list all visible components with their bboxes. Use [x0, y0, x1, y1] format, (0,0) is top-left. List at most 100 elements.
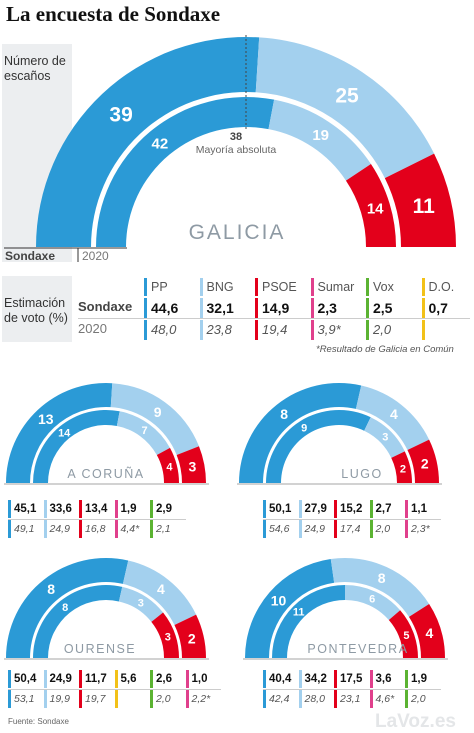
arc-pontevedra-sondaxe-bng	[330, 558, 430, 617]
arc-pontevedra-2020-bng	[345, 585, 401, 621]
vote-sondaxe-a-coruna-4: 2,9	[150, 500, 184, 518]
table-separator-ourense	[8, 689, 221, 690]
vote-2020-lugo-3: 2,0	[369, 520, 404, 538]
majority-text: Mayoría absoluta	[196, 144, 277, 156]
seat-label-galicia-sondaxe-bng: 25	[335, 85, 359, 108]
arc-galicia-sondaxe-bng	[255, 37, 435, 179]
seat-label-lugo-sondaxe-pp: 8	[280, 406, 288, 422]
vote-2020-ourense-5: 2,2*	[185, 690, 220, 708]
vote-sondaxe-lugo-3: 2,7	[369, 500, 404, 518]
majority-value: 38	[230, 131, 242, 143]
footnote: *Resultado de Galicia en Común	[316, 344, 454, 355]
vote-2020-bng: 23,8	[199, 320, 252, 340]
table-separator-lugo	[263, 519, 441, 520]
arc-ourense-sondaxe-bng	[122, 560, 197, 626]
table-label-sondaxe: Sondaxe	[78, 299, 133, 314]
legend-2020: 2020	[82, 249, 109, 263]
legend-sondaxe: Sondaxe	[5, 249, 55, 263]
vote-label: Estimación de voto (%)	[4, 296, 68, 325]
vote-2020-pontevedra-4: 2,0	[405, 690, 439, 708]
arc-ourense-sondaxe-psoe	[174, 614, 206, 658]
seat-label-pontevedra-2020-bng: 6	[369, 593, 375, 605]
seat-label-ourense-2020-bng: 3	[138, 598, 144, 610]
arc-pontevedra-2020-psoe	[388, 610, 418, 658]
vote-2020-pp: 48,0	[144, 320, 196, 340]
arc-ourense-2020-pp	[33, 585, 123, 658]
vote-2020-ourense-3	[114, 690, 149, 708]
party-name-bng: BNG	[199, 278, 252, 296]
vote-2020-ourense-1: 19,9	[43, 690, 78, 708]
vote-sondaxe-pontevedra-0: 40,4	[263, 670, 297, 688]
vote-2020-pontevedra-3: 4,6*	[369, 690, 404, 708]
seat-label-pontevedra-sondaxe-pp: 10	[271, 592, 287, 608]
seat-label-lugo-sondaxe-psoe: 2	[421, 456, 429, 472]
vote-sondaxe-lugo-4: 1,1	[405, 500, 439, 518]
arc-a-coruna-sondaxe-pp	[6, 383, 113, 483]
arc-galicia-2020-pp	[96, 97, 275, 247]
vote-2020-lugo-4: 2,3*	[405, 520, 439, 538]
arc-lugo-sondaxe-pp	[239, 383, 362, 483]
vote-sondaxe-vox: 2,5	[366, 298, 418, 318]
seat-label-galicia-2020-pp: 42	[152, 135, 169, 152]
arc-a-coruna-2020-pp	[33, 409, 120, 483]
region-name-lugo: LUGO	[341, 467, 382, 481]
vote-2020-a-coruna-0: 49,1	[8, 520, 42, 538]
seat-label-pontevedra-2020-psoe: 5	[403, 630, 409, 642]
seat-label-a-coruna-2020-pp: 14	[58, 428, 71, 440]
region-name-galicia: GALICIA	[189, 221, 286, 244]
vote-sondaxe-ourense-0: 50,4	[8, 670, 42, 688]
vote-2020-pontevedra-2: 23,1	[334, 690, 368, 708]
vote-2020-lugo-0: 54,6	[263, 520, 297, 538]
seats-label: Número de escaños	[4, 54, 66, 83]
arc-lugo-2020-psoe	[391, 451, 412, 483]
seat-label-a-coruna-2020-bng: 7	[141, 425, 147, 437]
vote-sondaxe-ourense-5: 1,0	[185, 670, 220, 688]
seat-label-pontevedra-2020-pp: 11	[293, 607, 305, 619]
seat-label-ourense-sondaxe-pp: 8	[47, 581, 55, 597]
seat-label-galicia-sondaxe-psoe: 11	[413, 195, 436, 218]
source-label: Fuente: Sondaxe	[8, 717, 69, 726]
page-title: La encuesta de Sondaxe	[6, 2, 221, 26]
seat-label-pontevedra-sondaxe-bng: 8	[378, 570, 386, 586]
vote-2020-pontevedra-0: 42,4	[263, 690, 297, 708]
arc-lugo-2020-bng	[364, 417, 405, 458]
vote-sondaxe-pp: 44,6	[144, 298, 196, 318]
vote-sondaxe-lugo-0: 50,1	[263, 500, 297, 518]
arc-a-coruna-sondaxe-psoe	[176, 446, 206, 483]
vote-sondaxe-a-coruna-3: 1,9	[114, 500, 149, 518]
arc-galicia-sondaxe-pp	[36, 36, 260, 247]
vote-sondaxe-pontevedra-4: 1,9	[405, 670, 439, 688]
vote-sondaxe-psoe: 14,9	[255, 298, 307, 318]
arc-lugo-sondaxe-psoe	[407, 439, 439, 483]
vote-2020-lugo-2: 17,4	[334, 520, 368, 538]
table-separator	[78, 318, 470, 319]
vote-sondaxe-bng: 32,1	[199, 298, 252, 318]
seat-label-pontevedra-sondaxe-psoe: 4	[426, 625, 434, 641]
vote-sondaxe-pontevedra-2: 17,5	[334, 670, 368, 688]
party-name-vox: Vox	[366, 278, 418, 296]
arc-a-coruna-2020-bng	[116, 411, 170, 456]
seat-label-galicia-sondaxe-pp: 39	[109, 104, 132, 127]
vote-2020-psoe: 19,4	[255, 320, 307, 340]
vote-sondaxe-a-coruna-1: 33,6	[43, 500, 78, 518]
vote-sondaxe-ourense-3: 5,6	[114, 670, 149, 688]
vote-sondaxe-a-coruna-2: 13,4	[79, 500, 113, 518]
vote-sondaxe-a-coruna-0: 45,1	[8, 500, 42, 518]
vote-2020-ourense-2: 19,7	[79, 690, 113, 708]
seat-label-lugo-2020-psoe: 2	[400, 463, 406, 475]
vote-2020-sumar: 3,9*	[310, 320, 363, 340]
table-separator-a-coruna	[8, 519, 186, 520]
vote-2020-a-coruna-3: 4,4*	[114, 520, 149, 538]
arc-a-coruna-sondaxe-bng	[110, 383, 199, 456]
party-name-sumar: Sumar	[310, 278, 363, 296]
seat-label-a-coruna-2020-psoe: 4	[166, 462, 173, 474]
seat-label-galicia-2020-psoe: 14	[367, 200, 384, 217]
vote-2020-a-coruna-1: 24,9	[43, 520, 78, 538]
seat-label-a-coruna-sondaxe-pp: 13	[38, 411, 54, 427]
vote-sondaxe-ourense-4: 2,6	[150, 670, 184, 688]
vote-sondaxe-do: 0,7	[421, 298, 474, 318]
vote-sondaxe-lugo-1: 27,9	[298, 500, 333, 518]
seat-label-galicia-2020-bng: 19	[312, 127, 329, 144]
table-separator-pontevedra	[263, 689, 441, 690]
party-name-do: D.O.	[421, 278, 474, 296]
